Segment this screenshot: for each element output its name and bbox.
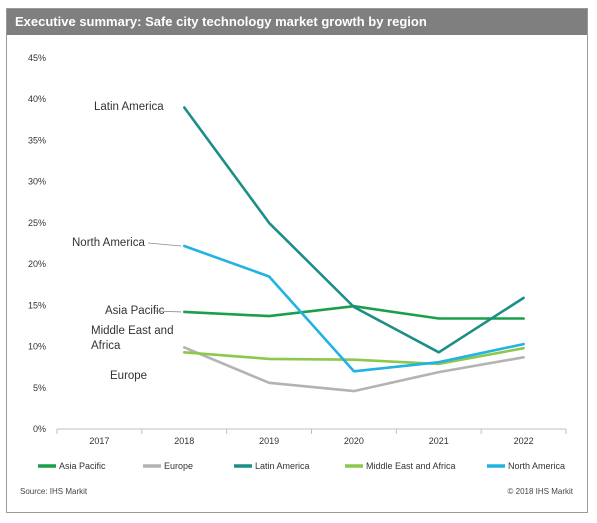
y-tick-label: 20% bbox=[28, 259, 46, 269]
legend-item-europe: Europe bbox=[143, 461, 193, 471]
legend-label: Middle East and Africa bbox=[366, 461, 456, 471]
y-tick-label: 5% bbox=[33, 383, 46, 393]
legend-label: Europe bbox=[164, 461, 193, 471]
series-line-middle-east-and-africa bbox=[183, 346, 525, 366]
legend-item-north-america: North America bbox=[487, 461, 565, 471]
x-tick-label: 2017 bbox=[89, 436, 109, 446]
y-tick-label: 25% bbox=[28, 218, 46, 228]
legend-label: Latin America bbox=[255, 461, 310, 471]
annotation-leader bbox=[154, 310, 182, 313]
x-tick-label: 2020 bbox=[344, 436, 364, 446]
y-tick-label: 10% bbox=[28, 342, 46, 352]
source-note: Source: IHS Markit bbox=[20, 487, 88, 496]
legend-label: North America bbox=[508, 461, 565, 471]
annotation-label: Asia Pacific bbox=[105, 305, 165, 317]
legend-item-middle-east-and-africa: Middle East and Africa bbox=[345, 461, 456, 471]
chart-title: Executive summary: Safe city technology … bbox=[7, 9, 587, 35]
y-tick-label: 0% bbox=[33, 424, 46, 434]
series-lines bbox=[183, 106, 525, 393]
x-tick-label: 2021 bbox=[429, 436, 449, 446]
x-tick-label: 2018 bbox=[174, 436, 194, 446]
y-tick-label: 15% bbox=[28, 300, 46, 310]
legend-item-asia-pacific: Asia Pacific bbox=[38, 461, 106, 471]
annotation-label: Middle East and Africa bbox=[91, 325, 173, 352]
series-line-north-america bbox=[183, 244, 525, 373]
y-tick-label: 40% bbox=[28, 94, 46, 104]
legend-label: Asia Pacific bbox=[59, 461, 106, 471]
line-annotations: Latin America North America Asia Pacific Mi… bbox=[72, 101, 182, 382]
legend-item-latin-america: Latin America bbox=[234, 461, 310, 471]
y-tick-label: 45% bbox=[28, 53, 46, 63]
annotation-leader bbox=[147, 242, 182, 247]
annotation-label: Latin America bbox=[94, 101, 164, 113]
series-line-europe bbox=[183, 346, 525, 393]
chart-axes: 0% 5% 10% 15% 20% 25% 30% 35% 40% 45% 2017 2018 2019… bbox=[28, 53, 567, 446]
y-tick-label: 30% bbox=[28, 177, 46, 187]
series-line-latin-america bbox=[183, 106, 525, 354]
annotation-label: Europe bbox=[110, 370, 147, 382]
x-tick-label: 2019 bbox=[259, 436, 279, 446]
legend: Asia Pacific Europe Latin America Middle Ea… bbox=[38, 461, 565, 471]
annotation-label: North America bbox=[72, 237, 145, 249]
x-tick-label: 2022 bbox=[514, 436, 534, 446]
copyright-note: © 2018 IHS Markit bbox=[508, 487, 574, 496]
y-tick-label: 35% bbox=[28, 135, 46, 145]
